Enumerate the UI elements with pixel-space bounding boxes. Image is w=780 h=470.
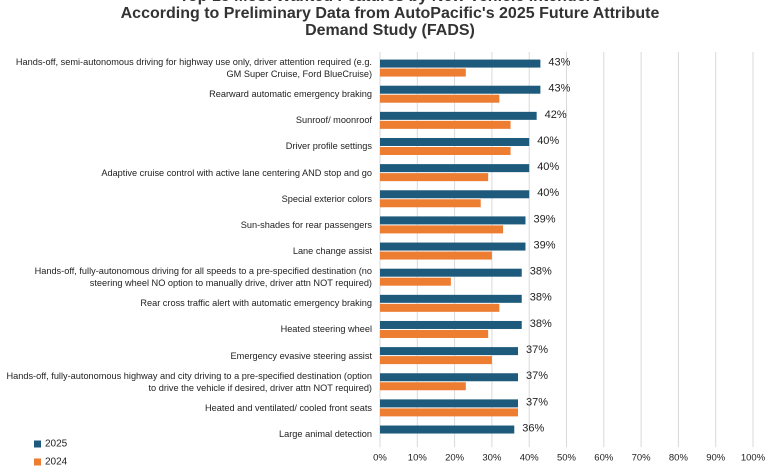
bar	[380, 94, 500, 103]
bar	[380, 164, 530, 173]
category-label: Adaptive cruise control with active lane…	[101, 167, 372, 178]
data-label: 37%	[526, 344, 548, 356]
category-label: Driver profile settings	[285, 141, 372, 152]
bar	[380, 329, 489, 338]
bar	[380, 111, 537, 120]
x-tick-label: 70%	[632, 453, 652, 464]
chart-title: Top 15 Most Wanted Features by New Vehic…	[179, 0, 601, 5]
category-label: Sun-shades for rear passengers	[240, 219, 372, 230]
bar	[380, 85, 541, 94]
bar	[380, 173, 489, 182]
x-tick-label: 90%	[706, 453, 726, 464]
bar	[380, 59, 541, 68]
bar	[380, 251, 492, 260]
data-label: 39%	[533, 213, 555, 225]
x-tick-label: 30%	[482, 453, 502, 464]
bar	[380, 277, 451, 286]
data-label: 36%	[522, 422, 544, 434]
category-label: Sunroof/ moonroof	[295, 115, 372, 126]
data-label: 38%	[530, 292, 552, 304]
category-label: Emergency evasive steering assist	[230, 350, 372, 361]
bar	[380, 303, 500, 312]
category-label: Large animal detection	[279, 429, 372, 440]
data-label: 43%	[548, 83, 570, 95]
category-label: Hands-off, semi-autonomous driving for h…	[15, 57, 372, 80]
bar	[380, 294, 522, 303]
bar	[380, 199, 481, 208]
x-tick-label: 100%	[741, 453, 766, 464]
data-label: 37%	[526, 396, 548, 408]
bar	[380, 408, 519, 417]
bar	[380, 356, 492, 365]
category-label: Heated steering wheel	[280, 324, 372, 335]
data-label: 38%	[530, 318, 552, 330]
bar	[380, 242, 526, 251]
category-label: Lane change assist	[292, 246, 372, 257]
category-label: Heated and ventilated/ cooled front seat…	[204, 402, 372, 413]
bar	[380, 268, 522, 277]
x-tick-label: 50%	[557, 453, 577, 464]
category-label: Rearward automatic emergency braking	[209, 89, 372, 100]
data-label: 37%	[526, 370, 548, 382]
category-label: Hands-off, fully-autonomous driving for …	[34, 266, 372, 289]
bar	[380, 68, 466, 77]
bar	[380, 373, 519, 382]
legend-label: 2025	[45, 439, 68, 450]
data-label: 42%	[545, 109, 567, 121]
bar	[380, 382, 466, 391]
legend-swatch	[34, 458, 41, 466]
bar	[380, 425, 515, 434]
chart-title: Demand Study (FADS)	[305, 22, 475, 39]
data-label: 40%	[537, 187, 559, 199]
data-label: 43%	[548, 56, 570, 68]
data-label: 39%	[533, 239, 555, 251]
bar	[380, 399, 519, 408]
legend-swatch	[34, 440, 41, 448]
chart-title: According to Preliminary Data from AutoP…	[121, 5, 660, 22]
bar	[380, 320, 522, 329]
x-tick-label: 80%	[669, 453, 689, 464]
bar	[380, 146, 511, 155]
data-label: 40%	[537, 135, 559, 147]
bar	[380, 190, 530, 199]
bar	[380, 347, 519, 356]
x-tick-label: 20%	[445, 453, 465, 464]
x-tick-label: 40%	[520, 453, 540, 464]
category-label: Hands-off, fully-autonomous highway and …	[6, 370, 373, 393]
data-label: 40%	[537, 161, 559, 173]
legend-label: 2024	[45, 457, 68, 468]
x-tick-label: 60%	[594, 453, 614, 464]
category-label: Rear cross traffic alert with automatic …	[140, 298, 372, 309]
data-label: 38%	[530, 266, 552, 278]
category-label: Special exterior colors	[281, 193, 372, 204]
x-tick-label: 0%	[373, 453, 387, 464]
x-tick-label: 10%	[408, 453, 428, 464]
bar	[380, 216, 526, 225]
bar	[380, 120, 511, 129]
bar	[380, 225, 504, 234]
bar	[380, 137, 530, 146]
